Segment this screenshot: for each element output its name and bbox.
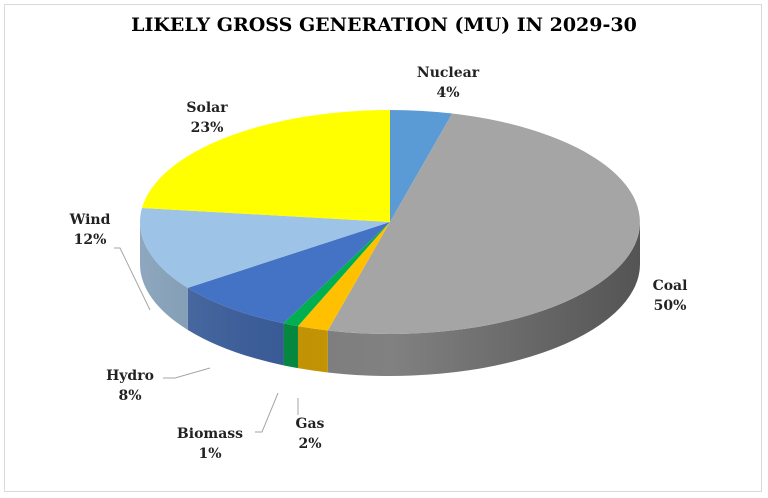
data-value-wind: 12% (74, 232, 107, 248)
data-label-hydro: Hydro (106, 368, 154, 384)
chart-title: LIKELY GROSS GENERATION (MU) IN 2029-30 (131, 14, 637, 36)
data-value-nuclear: 4% (436, 85, 459, 101)
data-label-coal: Coal (653, 278, 688, 294)
pie-slice-hydro[interactable] (187, 222, 390, 324)
leader-line-biomass (255, 392, 279, 433)
data-label-gas: Gas (296, 416, 325, 432)
data-label-nuclear: Nuclear (417, 65, 480, 81)
data-label-solar: Solar (186, 100, 228, 116)
data-value-biomass: 1% (198, 446, 221, 462)
leader-line-wind (114, 247, 151, 311)
pie-slice-gas[interactable] (297, 222, 390, 331)
pie-slice-wind[interactable] (140, 207, 390, 288)
data-value-coal: 50% (654, 298, 687, 314)
leader-line-hydro (163, 367, 211, 379)
pie-slice-nuclear[interactable] (390, 110, 453, 222)
data-label-biomass: Biomass (177, 426, 243, 442)
pie-slice-biomass[interactable] (283, 222, 390, 327)
pie-slice-solar[interactable] (141, 110, 390, 222)
data-value-solar: 23% (191, 120, 224, 136)
chart-frame (4, 4, 762, 492)
data-value-hydro: 8% (118, 388, 141, 404)
pie-slice-coal[interactable] (327, 113, 640, 334)
data-label-wind: Wind (69, 212, 111, 228)
data-value-gas: 2% (298, 436, 321, 452)
pie-side-shading (140, 222, 640, 376)
